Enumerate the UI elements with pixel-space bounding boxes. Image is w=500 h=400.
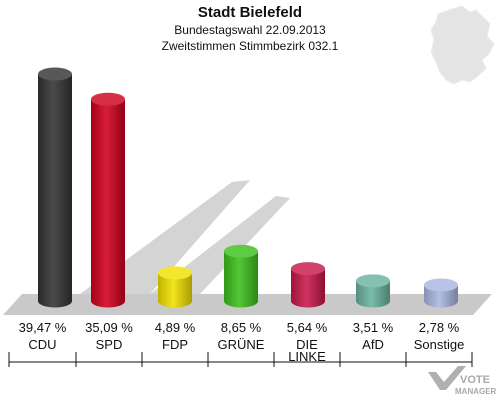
- bar-top-cdu: [38, 67, 72, 81]
- bar-spd: [91, 99, 125, 308]
- bar-top-gr-ne: [224, 244, 258, 258]
- bar-top-die-linke: [291, 262, 325, 276]
- bar-top-fdp: [158, 266, 192, 280]
- category-label-afd: AfD: [362, 337, 384, 352]
- category-label-die-linke: DIE: [296, 337, 318, 352]
- checkmark-logo-icon: [428, 366, 466, 390]
- bar-gr-ne: [224, 251, 258, 308]
- bar-top-afd: [356, 274, 390, 288]
- logo-text-vote: VOTE: [460, 374, 490, 386]
- category-label-gr-ne: GRÜNE: [218, 337, 265, 352]
- bar-afd: [356, 280, 390, 308]
- category-label-spd: SPD: [96, 337, 123, 352]
- value-label-cdu: 39,47 %: [19, 320, 67, 335]
- chart-subtitle-line-2: Zweitstimmen Stimmbezirk 032.1: [161, 39, 339, 53]
- value-label-spd: 35,09 %: [85, 320, 133, 335]
- value-label-gr-ne: 8,65 %: [221, 320, 262, 335]
- value-label-die-linke: 5,64 %: [287, 320, 328, 335]
- bar-fdp: [158, 272, 192, 308]
- chart-subtitle-line-1: Bundestagswahl 22.09.2013: [174, 23, 326, 37]
- category-label-sonstige: Sonstige: [414, 337, 465, 352]
- bar-cdu: [38, 74, 72, 308]
- value-label-afd: 3,51 %: [353, 320, 394, 335]
- bar-top-sonstige: [424, 278, 458, 292]
- value-label-sonstige: 2,78 %: [419, 320, 460, 335]
- chart-title: Stadt Bielefeld: [197, 4, 303, 21]
- category-label-fdp: FDP: [162, 337, 188, 352]
- bar-top-spd: [91, 92, 125, 106]
- chart-header: Stadt Bielefeld Bundestagswahl 22.09.201…: [0, 4, 500, 54]
- category-label-die-linke: LINKE: [288, 349, 326, 364]
- germany-map-icon: [430, 5, 495, 85]
- value-label-fdp: 4,89 %: [155, 320, 196, 335]
- bar-die-linke: [291, 268, 325, 308]
- logo-text-manager: MANAGER: [455, 387, 497, 396]
- category-label-cdu: CDU: [28, 337, 56, 352]
- label-strip: [0, 315, 500, 370]
